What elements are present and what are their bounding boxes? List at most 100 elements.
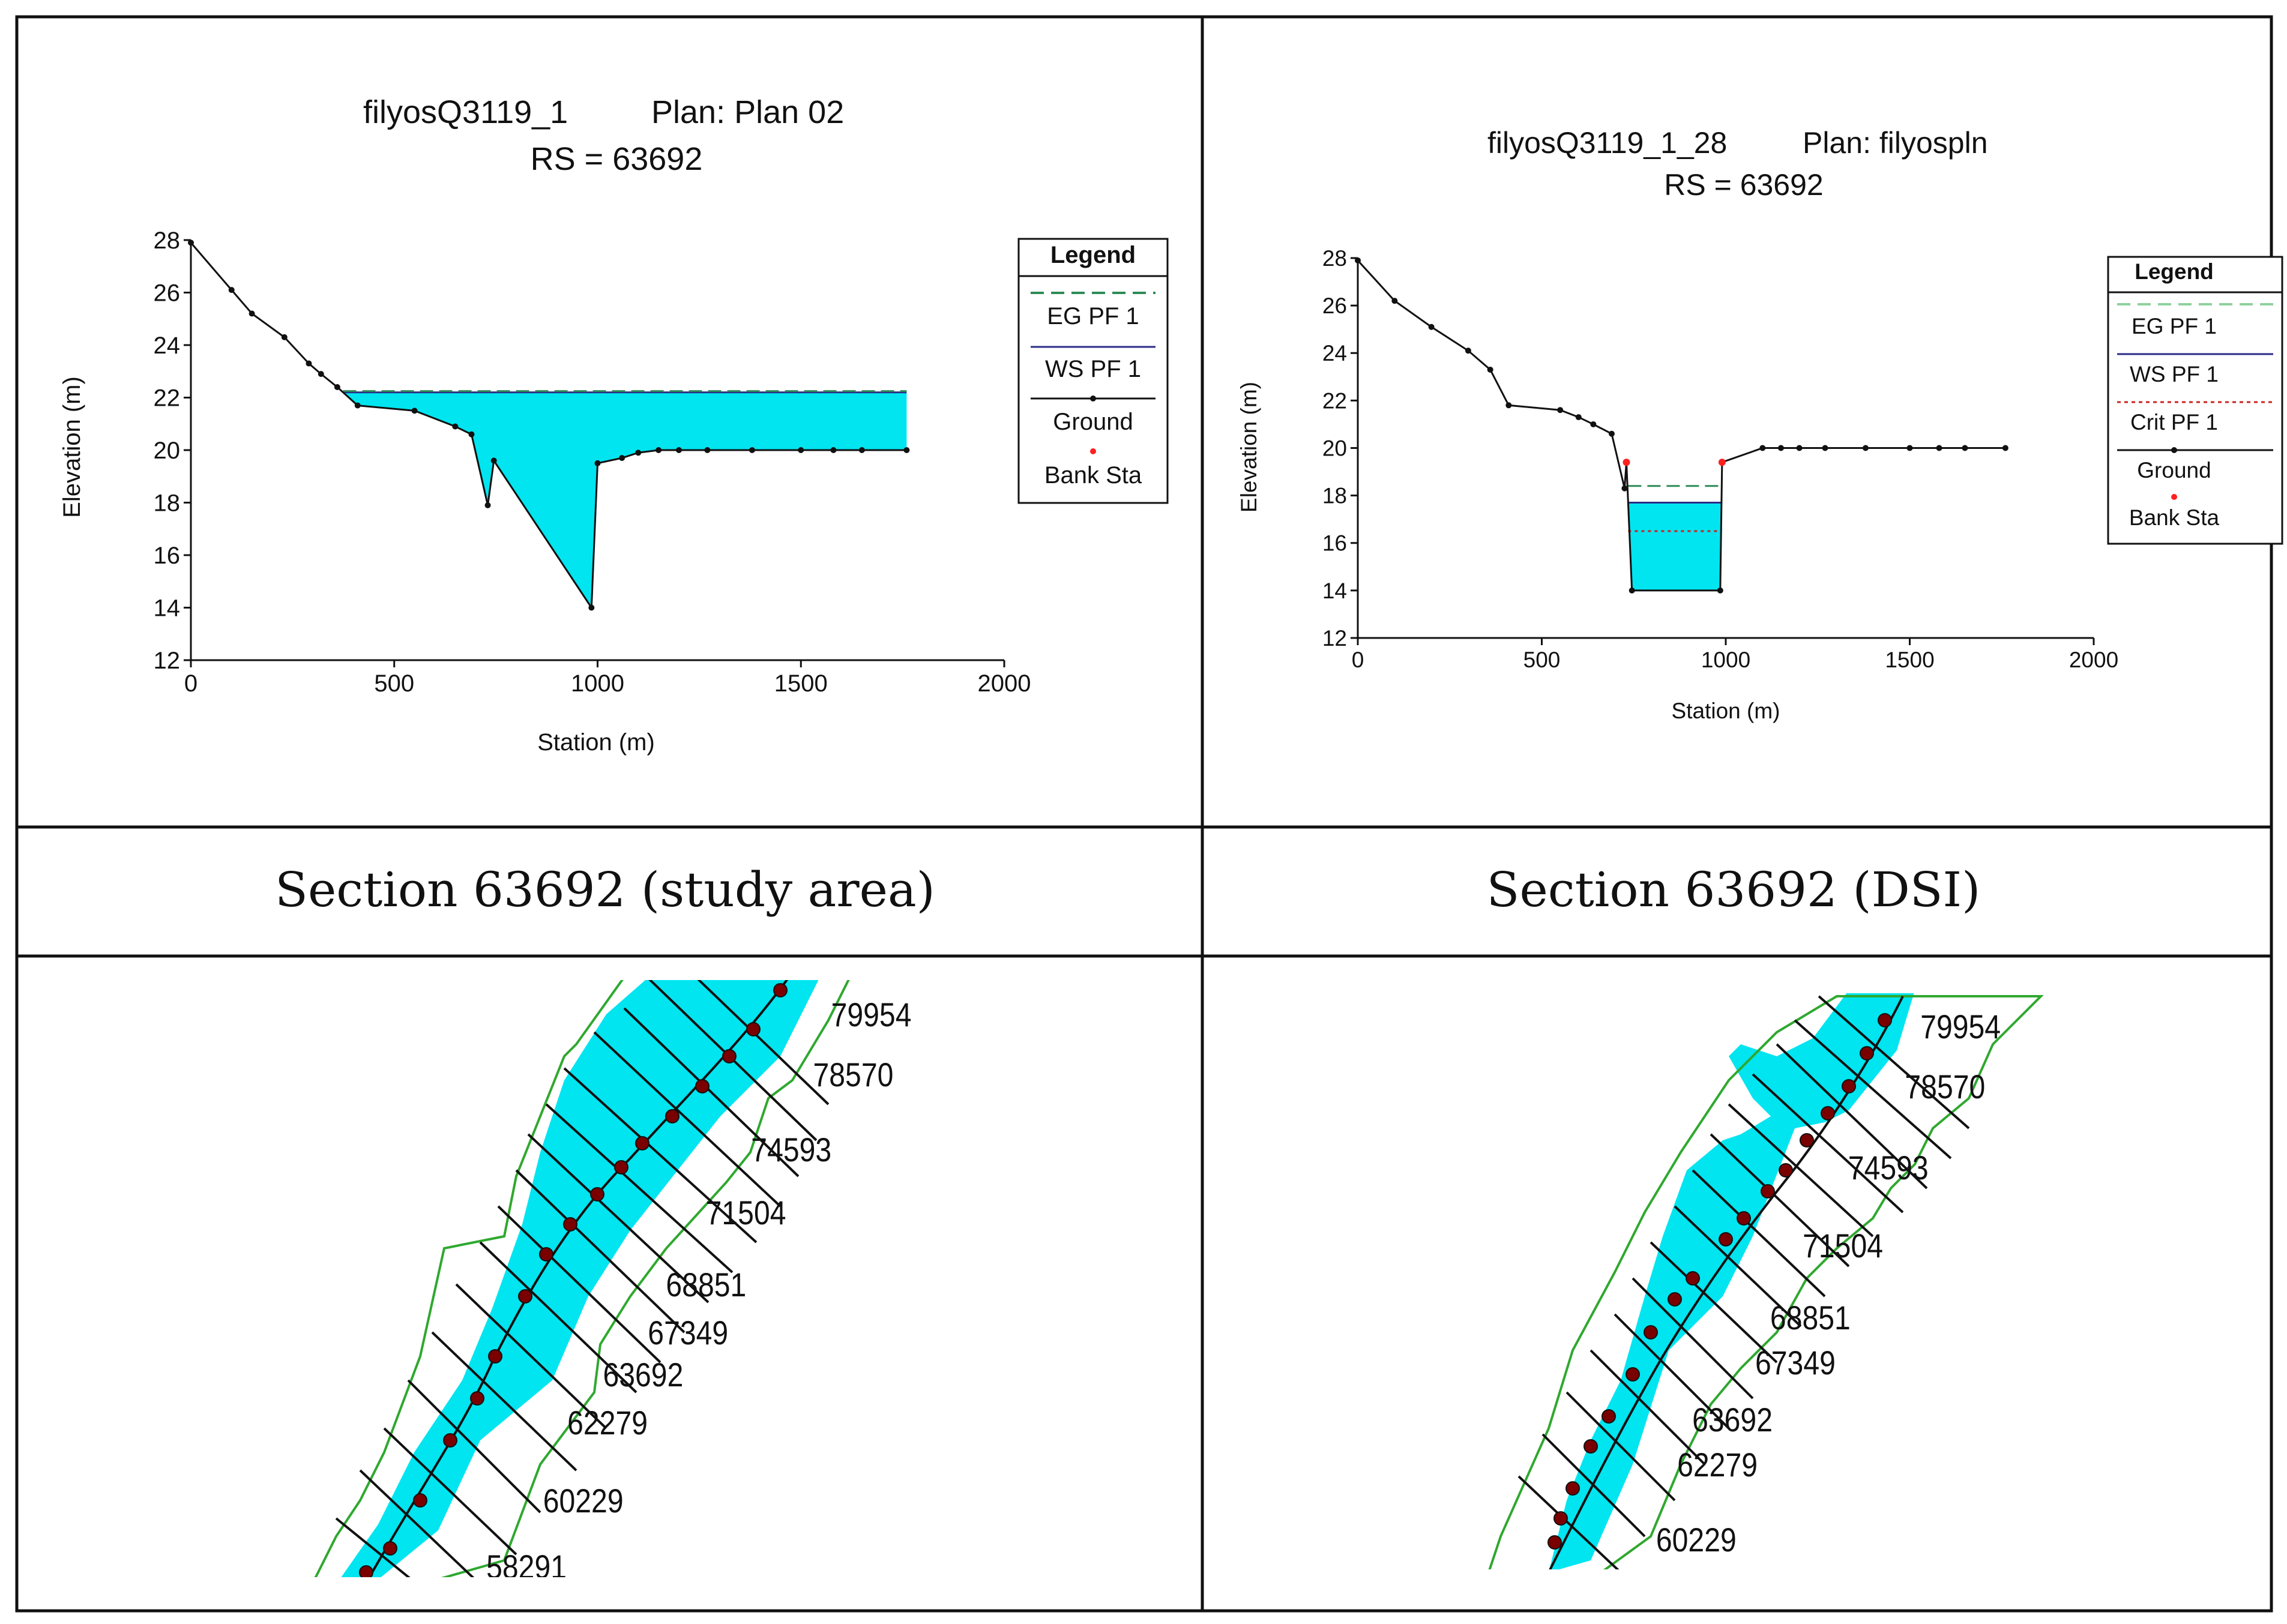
bank-line <box>314 980 850 1577</box>
chart-right: filyosQ3119_1_28 Plan: filyospln RS = 63… <box>1237 126 2283 723</box>
legend-item-ground: Ground <box>2137 458 2211 483</box>
ground-point <box>1465 347 1471 354</box>
map-right: 79954 78570 74593 71504 68851 67349 6369… <box>1488 993 2044 1604</box>
chart-left-xlabel: Station (m) <box>537 729 655 756</box>
water-surface-fill <box>1628 502 1722 591</box>
y-tick-label: 28 <box>154 227 181 254</box>
y-tick-label: 16 <box>154 543 181 569</box>
ground-point <box>1428 323 1435 330</box>
legend-item-ground: Ground <box>1053 409 1133 435</box>
ground-point <box>452 423 459 430</box>
y-tick-label: 28 <box>1322 246 1347 271</box>
map-label: 68851 <box>666 1267 746 1304</box>
x-tick-label: 1000 <box>571 670 624 697</box>
ground-point <box>249 310 255 317</box>
chart-right-title-rs: RS = 63692 <box>1664 168 1823 202</box>
ground-point <box>334 384 340 390</box>
x-tick-label: 1500 <box>1885 648 1934 672</box>
ground-point <box>1822 445 1828 451</box>
chart-left-title-rs: RS = 63692 <box>531 141 703 177</box>
ground-line <box>1357 259 2005 592</box>
y-tick-label: 22 <box>154 385 181 412</box>
ground-point <box>490 457 497 464</box>
ground-point <box>1608 430 1615 437</box>
ground-point <box>903 447 910 453</box>
ground-point <box>1629 587 1635 594</box>
y-tick-label: 18 <box>1322 484 1347 508</box>
y-tick-label: 24 <box>1322 341 1347 365</box>
ground-point <box>1391 298 1398 304</box>
water-surface-fill <box>343 392 907 608</box>
ground-point <box>1355 257 1361 263</box>
ground-point <box>1505 402 1512 409</box>
table-frame <box>15 15 2273 1613</box>
x-tick-label: 0 <box>184 670 197 697</box>
chart-right-legend: Legend EG PF 1 WS PF 1 Crit PF 1 Ground … <box>2107 256 2283 545</box>
ground-point <box>354 402 361 409</box>
ground-point <box>749 447 755 453</box>
y-tick-label: 26 <box>1322 293 1347 318</box>
map-label: 67349 <box>1755 1345 1836 1382</box>
map-label: 60229 <box>1656 1522 1737 1559</box>
chart-left-title-plan: Plan: Plan 02 <box>651 94 844 130</box>
map-label: 79954 <box>1920 1009 2001 1046</box>
y-tick-label: 12 <box>1322 626 1347 651</box>
legend-title: Legend <box>1050 242 1136 268</box>
x-tick-label: 2000 <box>2069 648 2118 672</box>
map-label: 58291 <box>486 1549 567 1586</box>
ground-point <box>830 447 837 453</box>
bank-sta-point <box>1718 459 1726 466</box>
ground-point <box>228 287 235 293</box>
map-label: 68851 <box>1770 1300 1851 1337</box>
chart-right-xlabel: Station (m) <box>1672 699 1780 723</box>
ground-point <box>1962 445 1968 451</box>
legend-item-bank: Bank Sta <box>2129 505 2220 530</box>
ground-point <box>484 502 491 508</box>
ground-point <box>1621 485 1628 492</box>
legend-item-ws: WS PF 1 <box>1045 356 1141 382</box>
bank-line <box>1488 995 2044 1569</box>
y-tick-label: 14 <box>1322 579 1347 603</box>
x-tick-label: 500 <box>374 670 414 697</box>
y-tick-label: 18 <box>154 490 181 517</box>
ground-point <box>1575 414 1582 421</box>
chart-right-plot: 0 500 1000 1500 2000 12 14 16 18 20 22 24 26 28 <box>1322 246 2118 672</box>
chart-left-ylabel: Elevation (m) <box>59 376 85 518</box>
map-label: 78570 <box>1905 1069 1985 1106</box>
ground-point <box>1862 445 1869 451</box>
map-label: 78570 <box>813 1057 893 1094</box>
ground-point <box>411 408 418 414</box>
ground-point <box>1590 421 1597 427</box>
map-label: 79954 <box>831 997 912 1034</box>
x-tick-label: 0 <box>1352 648 1364 672</box>
legend-item-eg: EG PF 1 <box>2132 314 2217 338</box>
legend-title: Legend <box>2135 259 2214 284</box>
ground-point <box>306 360 312 367</box>
x-tick-label: 1500 <box>774 670 828 697</box>
map-label: 71504 <box>706 1195 786 1232</box>
y-tick-label: 14 <box>154 595 181 622</box>
y-tick-label: 20 <box>1322 436 1347 460</box>
ground-point <box>798 447 804 453</box>
caption-right: Section 63692 (DSI) <box>1487 862 1981 918</box>
map-label: 63692 <box>1692 1402 1773 1439</box>
y-tick-label: 20 <box>154 438 181 464</box>
chart-right-title-name: filyosQ3119_1_28 <box>1487 126 1727 160</box>
chart-right-title-plan: Plan: filyospln <box>1803 126 1988 160</box>
centerline-nodes <box>1547 1013 1892 1550</box>
ground-point <box>1796 445 1803 451</box>
chart-right-ylabel: Elevation (m) <box>1237 382 1261 513</box>
centerline <box>1549 996 1904 1569</box>
ground-point <box>281 334 288 340</box>
map-label: 58146 <box>1639 1567 1719 1604</box>
caption-left: Section 63692 (study area) <box>275 862 935 918</box>
ground-point <box>1777 445 1784 451</box>
map-label: 74593 <box>1848 1150 1929 1187</box>
ground-point <box>468 431 475 438</box>
ground-point <box>594 460 601 466</box>
map-label: 67349 <box>648 1315 728 1352</box>
y-tick-label: 12 <box>154 648 181 674</box>
map-label: 71504 <box>1803 1228 1883 1265</box>
map-label: 74593 <box>751 1132 831 1169</box>
